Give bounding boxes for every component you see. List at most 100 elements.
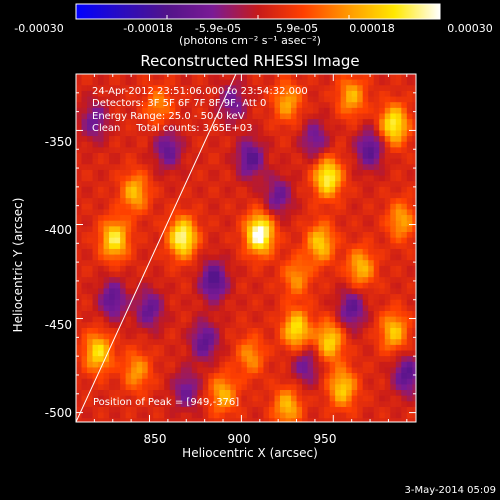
heatmap-cell [268,418,276,422]
heatmap-cell [324,96,331,103]
heatmap-cell [346,175,353,182]
heatmap-cell [280,243,287,250]
heatmap-cell [114,153,121,160]
heatmap-cell [395,271,402,278]
heatmap-cell [318,243,325,250]
heatmap-cell [340,294,347,301]
heatmap-cell [346,327,353,335]
heatmap-cell [362,254,369,261]
heatmap-cell [114,277,121,284]
heatmap-cell [412,113,416,120]
heatmap-cell [186,311,193,318]
heatmap-cell [164,153,171,160]
heatmap-cell [191,147,198,154]
heatmap-cell [114,147,121,154]
heatmap-cell [224,74,231,81]
heatmap-cell [324,175,331,182]
heatmap-cell [125,215,132,222]
heatmap-cell [169,209,176,216]
heatmap-cell [186,395,193,402]
heatmap-cell [164,226,171,233]
heatmap-cell [324,186,331,194]
heatmap-cell [318,220,325,227]
heatmap-cell [268,198,276,205]
heatmap-cell [197,107,204,115]
heatmap-cell [373,153,380,160]
heatmap-cell [235,333,242,340]
heatmap-cell [131,406,138,414]
heatmap-cell [280,147,287,154]
heatmap-cell [241,361,248,369]
heatmap-cell [291,311,298,318]
heatmap-cell [362,79,369,86]
heatmap-cell [120,237,127,244]
heatmap-cell [257,237,265,244]
heatmap-cell [302,384,309,391]
heatmap-cell [219,169,226,177]
heatmap-cell [274,164,281,171]
heatmap-cell [186,119,193,126]
heatmap-cell [76,198,83,205]
heatmap-cell [302,215,309,222]
heatmap-cell [280,406,287,414]
heatmap-cell [109,169,116,177]
heatmap-cell [384,282,391,290]
heatmap-cell [368,418,375,422]
heatmap-cell [252,401,259,408]
heatmap-cell [197,395,204,402]
heatmap-cell [324,367,331,374]
heatmap-cell [368,237,375,244]
heatmap-cell [142,74,149,81]
heatmap-cell [390,277,397,284]
heatmap-cell [346,390,353,397]
heatmap-cell [224,260,231,267]
heatmap-cell [92,294,99,301]
heatmap-cell [224,90,231,98]
heatmap-cell [202,333,209,340]
heatmap-cell [147,277,154,284]
heatmap-cell [131,373,138,380]
heatmap-cell [357,243,364,250]
heatmap-cell [274,299,281,306]
heatmap-cell [302,277,309,284]
heatmap-cell [114,90,121,98]
heatmap-cell [235,90,242,98]
heatmap-cell [98,248,105,256]
heatmap-cell [274,265,281,273]
heatmap-cell [285,390,292,397]
heatmap-cell [340,265,347,273]
heatmap-cell [324,378,331,385]
heatmap-cell [246,107,254,115]
heatmap-cell [197,401,204,408]
heatmap-cell [346,333,353,340]
heatmap-cell [335,164,342,171]
heatmap-cell [257,248,265,256]
heatmap-cell [313,124,320,132]
heatmap-cell [280,220,287,227]
heatmap-cell [147,339,154,346]
heatmap-cell [285,237,292,244]
heatmap-cell [412,220,416,227]
heatmap-cell [197,169,204,177]
heatmap-cell [263,130,270,137]
heatmap-cell [241,85,248,92]
heatmap-cell [373,384,380,391]
heatmap-cell [368,119,375,126]
heatmap-cell [362,305,369,312]
heatmap-cell [98,124,105,132]
heatmap-cell [291,322,298,329]
heatmap-cell [340,406,347,414]
heatmap-cell [390,96,397,103]
heatmap-cell [252,384,259,391]
heatmap-cell [87,192,94,199]
heatmap-cell [235,198,242,205]
heatmap-cell [230,361,237,369]
heatmap-cell [384,344,391,352]
heatmap-cell [268,271,276,278]
heatmap-cell [197,406,204,414]
heatmap-cell [351,282,358,290]
heatmap-cell [92,141,99,148]
heatmap-cell [219,277,226,284]
heatmap-cell [241,367,248,374]
heatmap-cell [153,119,160,126]
